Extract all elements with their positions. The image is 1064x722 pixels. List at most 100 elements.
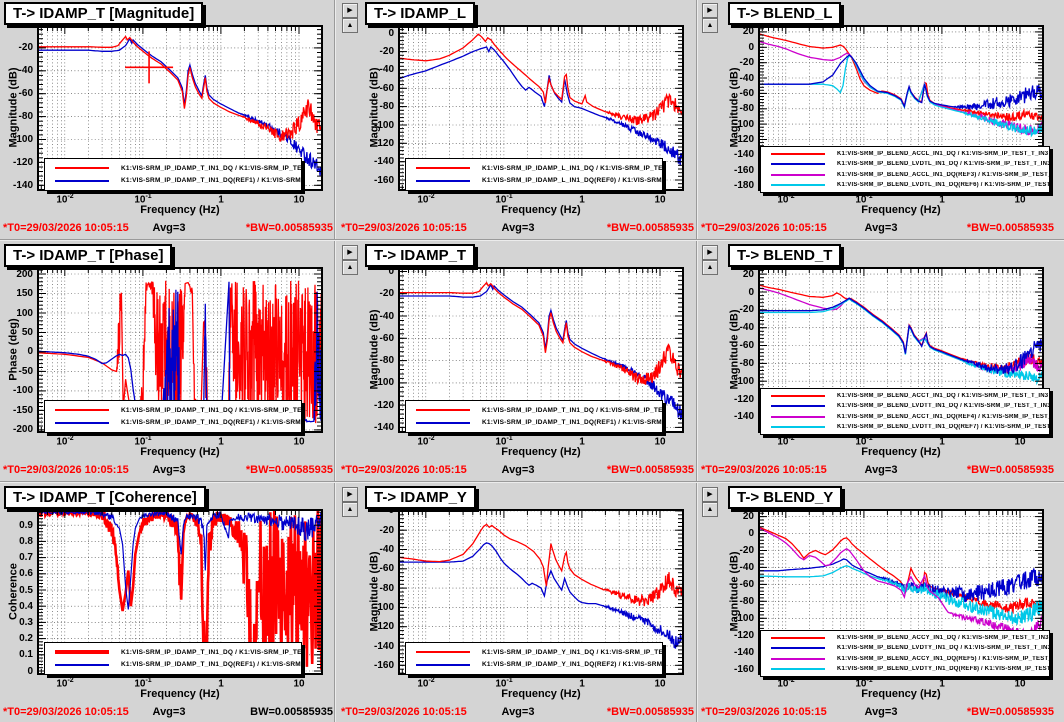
status-avg: Avg=3 bbox=[864, 706, 898, 718]
y-tick-label: -50 bbox=[18, 365, 33, 377]
y-tick-label: -140 bbox=[12, 179, 33, 191]
scroll-up-button[interactable]: ▲ bbox=[702, 18, 718, 33]
x-tick-label: 10-1 bbox=[126, 677, 160, 689]
x-tick-label: 10-1 bbox=[487, 435, 521, 447]
x-tick-mantissa: 10 bbox=[1014, 194, 1026, 206]
y-tick-label: -40 bbox=[379, 310, 394, 322]
y-tick-label: 0.7 bbox=[19, 552, 33, 564]
x-tick-label: 1 bbox=[204, 193, 238, 205]
x-tick-exponent: -1 bbox=[145, 677, 152, 684]
y-tick-label: -160 bbox=[733, 663, 754, 675]
x-tick-label: 1 bbox=[565, 193, 599, 205]
legend-line-sample bbox=[416, 179, 470, 182]
status-bw: *BW=0.00585935 bbox=[245, 222, 333, 234]
y-tick-label: -40 bbox=[18, 65, 33, 77]
x-tick-label: 10 bbox=[643, 435, 677, 447]
y-tick-label: 0.2 bbox=[19, 633, 33, 645]
x-tick-mantissa: 10 bbox=[56, 678, 68, 690]
scroll-right-button[interactable]: ▶ bbox=[342, 245, 358, 260]
x-tick-exponent: -1 bbox=[145, 193, 152, 200]
legend-line-sample bbox=[771, 415, 825, 418]
y-axis-label: Magnitude (dB) bbox=[728, 309, 741, 390]
x-tick-mantissa: 10 bbox=[654, 194, 666, 206]
series-curve bbox=[758, 558, 1044, 603]
y-tick-label: -60 bbox=[739, 87, 754, 99]
scroll-right-button[interactable]: ▶ bbox=[702, 487, 718, 502]
y-tick-label: 0.3 bbox=[19, 616, 33, 628]
scroll-up-button[interactable]: ▲ bbox=[702, 260, 718, 275]
legend-entry: K1:VIS-SRM_IP_BLEND_ACCY_IN1_DQ(REF5) / … bbox=[761, 656, 1049, 662]
status-t0: *T0=29/03/2026 10:05:15 bbox=[341, 464, 467, 476]
y-tick-label: -60 bbox=[379, 332, 394, 344]
x-tick-mantissa: 10 bbox=[777, 678, 789, 690]
x-tick-mantissa: 1 bbox=[579, 194, 585, 206]
legend-entry: K1:VIS-SRM_IP_BLEND_LVDTT_IN1_DQ / K1:VI… bbox=[761, 403, 1049, 409]
x-tick-label: 10 bbox=[1003, 193, 1037, 205]
series-curve bbox=[398, 281, 684, 386]
legend-entry: K1:VIS-SRM_IP_BLEND_ACCL_IN1_DQ(REF3) / … bbox=[761, 172, 1049, 178]
scroll-up-icon: ▲ bbox=[706, 22, 714, 29]
legend-label: K1:VIS-SRM_IP_BLEND_LVDTY_IN1_DQ(REF8) /… bbox=[837, 665, 1049, 672]
legend-label: K1:VIS-SRM_IP_BLEND_ACCL_IN1_DQ(REF3) / … bbox=[837, 171, 1049, 178]
x-tick-exponent: -2 bbox=[788, 193, 795, 200]
y-tick-label: -180 bbox=[733, 180, 754, 192]
y-tick-label: -20 bbox=[379, 288, 394, 300]
status-avg: Avg=3 bbox=[501, 706, 535, 718]
legend-label: K1:VIS-SRM_IP_IDAMP_T_IN1_DQ(REF1) / K1:… bbox=[482, 419, 662, 427]
panel-t-blend-l: ▶ ▲ 20 0 -20 -40 -60 -80 -100 -120 -140 -160 -180 10-… bbox=[698, 0, 1064, 238]
status-bw: *BW=0.00585935 bbox=[966, 706, 1054, 718]
y-tick-label: 0 bbox=[388, 27, 394, 39]
y-tick-label: -160 bbox=[373, 659, 394, 671]
y-tick-label: 100 bbox=[16, 307, 33, 319]
scroll-up-button[interactable]: ▲ bbox=[342, 502, 358, 517]
scroll-right-button[interactable]: ▶ bbox=[342, 487, 358, 502]
x-tick-mantissa: 10 bbox=[495, 678, 507, 690]
y-tick-label: -40 bbox=[739, 72, 754, 84]
scroll-right-button[interactable]: ▶ bbox=[702, 245, 718, 260]
series-curve bbox=[758, 297, 1044, 375]
scroll-up-button[interactable]: ▲ bbox=[342, 260, 358, 275]
legend-label: K1:VIS-SRM_IP_IDAMP_T_IN1_DQ / K1:VIS-SR… bbox=[482, 406, 662, 414]
scroll-right-button[interactable]: ▶ bbox=[342, 3, 358, 18]
status-avg: Avg=3 bbox=[501, 222, 535, 234]
legend-line-sample bbox=[771, 667, 825, 670]
scroll-right-button[interactable]: ▶ bbox=[702, 3, 718, 18]
y-tick-label: 0 bbox=[748, 286, 754, 298]
y-tick-label: -160 bbox=[733, 164, 754, 176]
x-tick-mantissa: 10 bbox=[654, 436, 666, 448]
legend-box: K1:VIS-SRM_IP_BLEND_ACCL_IN1_DQ / K1:VIS… bbox=[760, 146, 1050, 193]
scroll-right-icon: ▶ bbox=[707, 249, 713, 256]
legend-line-sample bbox=[771, 173, 825, 176]
panel-t-idamp-t-phase: 200 150 100 50 0 -50 -100 -150 -200 10-2 10-1 1 10 Ph… bbox=[0, 242, 338, 480]
scroll-up-button[interactable]: ▲ bbox=[342, 18, 358, 33]
legend-label: K1:VIS-SRM_IP_BLEND_LVDTT_IN1_DQ(REF7) /… bbox=[837, 423, 1049, 430]
y-tick-label: -40 bbox=[739, 322, 754, 334]
y-tick-label: 0.9 bbox=[19, 519, 33, 531]
legend-line-sample bbox=[771, 657, 825, 660]
y-tick-label: -120 bbox=[373, 137, 394, 149]
x-tick-label: 10-2 bbox=[48, 193, 82, 205]
legend-entry: K1:VIS-SRM_IP_IDAMP_L_IN1_DQ(REF0) / K1:… bbox=[406, 177, 662, 184]
x-tick-label: 1 bbox=[565, 435, 599, 447]
x-tick-mantissa: 10 bbox=[293, 436, 305, 448]
y-tick-label: -80 bbox=[739, 595, 754, 607]
y-tick-label: -80 bbox=[379, 355, 394, 367]
panel-title: T-> BLEND_T bbox=[728, 244, 842, 267]
legend-label: K1:VIS-SRM_IP_BLEND_LVDTT_IN1_DQ / K1:VI… bbox=[837, 403, 1049, 410]
panel-t-idamp-l: ▶ ▲ 0 -20 -40 -60 -80 -100 -120 -140 -160 10-2 10-1 1… bbox=[338, 0, 698, 238]
legend-entry: K1:VIS-SRM_IP_BLEND_ACCT_IN1_DQ(REF4) / … bbox=[761, 414, 1049, 420]
x-tick-label: 10 bbox=[282, 677, 316, 689]
y-tick-label: -20 bbox=[18, 42, 33, 54]
legend-line-sample bbox=[416, 663, 470, 666]
x-tick-label: 10 bbox=[1003, 677, 1037, 689]
status-bw: *BW=0.00585935 bbox=[606, 464, 694, 476]
legend-line-sample bbox=[771, 405, 825, 408]
x-axis-label: Frequency (Hz) bbox=[861, 446, 941, 458]
y-tick-label: -80 bbox=[379, 101, 394, 113]
y-tick-label: -40 bbox=[739, 561, 754, 573]
legend-entry: K1:VIS-SRM_IP_BLEND_LVDTT_IN1_DQ(REF7) /… bbox=[761, 424, 1049, 430]
x-tick-label: 1 bbox=[565, 677, 599, 689]
scroll-up-button[interactable]: ▲ bbox=[702, 502, 718, 517]
y-tick-label: 150 bbox=[16, 288, 33, 299]
legend-entry: K1:VIS-SRM_IP_BLEND_ACCT_IN1_DQ / K1:VIS… bbox=[761, 393, 1049, 399]
